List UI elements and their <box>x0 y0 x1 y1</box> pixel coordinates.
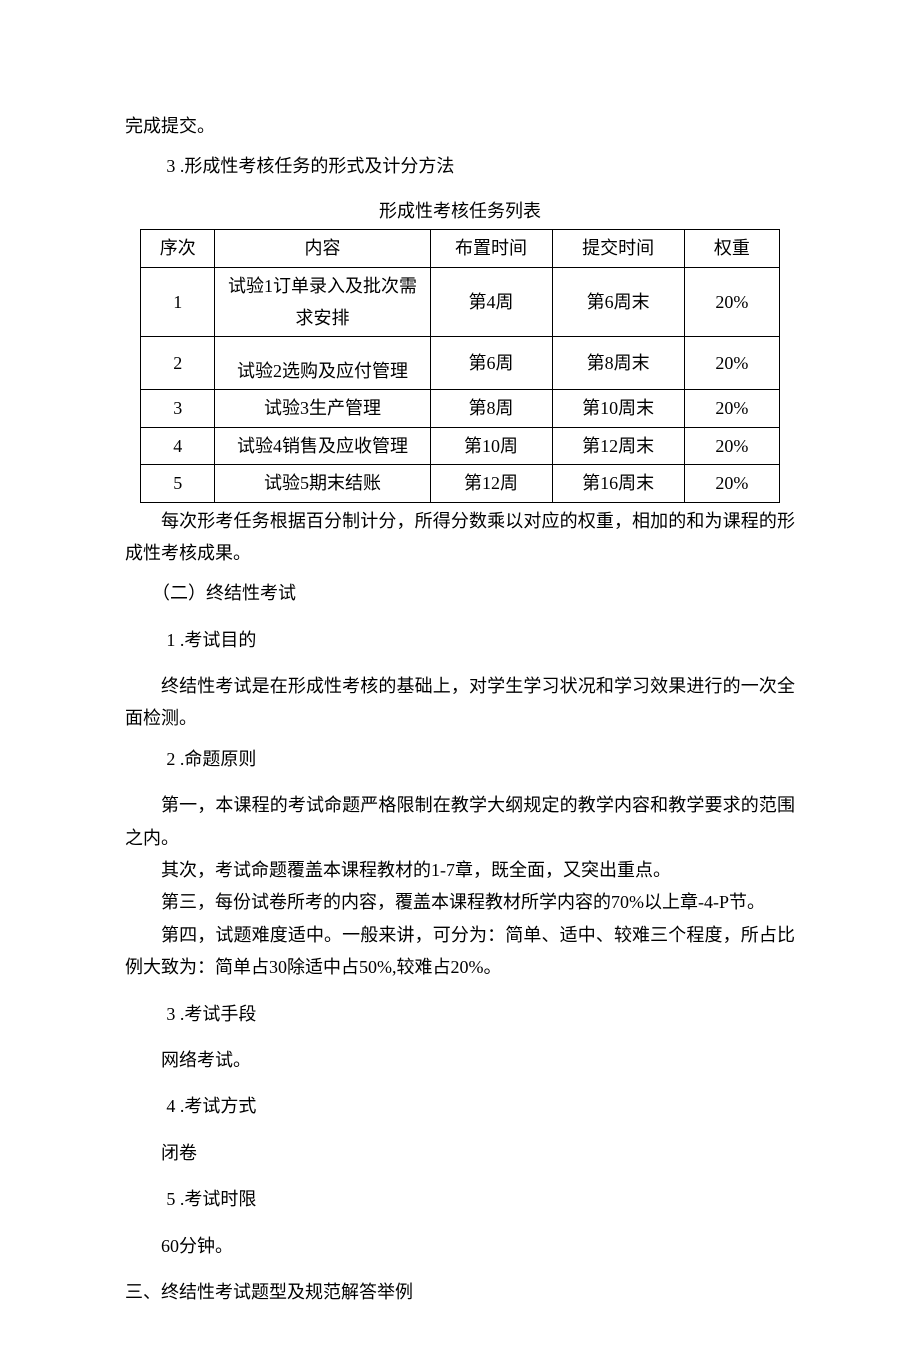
cell-content: 试验5期末结账 <box>215 465 430 502</box>
item-3-heading: 3 .形成性考核任务的形式及计分方法 <box>125 150 795 182</box>
table-row: 2 试验2选购及应付管理 第6周 第8周末 20% <box>141 337 780 390</box>
cell-seq: 3 <box>141 390 215 427</box>
cell-content: 试验2选购及应付管理 <box>215 337 430 390</box>
table-row: 4 试验4销售及应收管理 第10周 第12周末 20% <box>141 427 780 464</box>
sec2-4-label: 4 .考试方式 <box>125 1090 795 1122</box>
cell-assign: 第4周 <box>430 267 552 337</box>
table-header-row: 序次 内容 布置时间 提交时间 权重 <box>141 230 780 267</box>
section-3-title: 三、终结性考试题型及规范解答举例 <box>125 1276 795 1308</box>
cell-seq: 2 <box>141 337 215 390</box>
cell-submit: 第16周末 <box>552 465 684 502</box>
table-row: 1 试验1订单录入及批次需求安排 第4周 第6周末 20% <box>141 267 780 337</box>
cell-seq: 1 <box>141 267 215 337</box>
sec2-2-p2: 其次，考试命题覆盖本课程教材的1-7章，既全面，又突出重点。 <box>125 854 795 886</box>
para-after-table: 每次形考任务根据百分制计分，所得分数乘以对应的权重，相加的和为课程的形成性考核成… <box>125 505 795 570</box>
th-content: 内容 <box>215 230 430 267</box>
sec2-5-label: 5 .考试时限 <box>125 1183 795 1215</box>
cell-weight: 20% <box>684 390 779 427</box>
cell-content: 试验4销售及应收管理 <box>215 427 430 464</box>
cell-weight: 20% <box>684 267 779 337</box>
table-row: 5 试验5期末结账 第12周 第16周末 20% <box>141 465 780 502</box>
sec2-1-label: 1 .考试目的 <box>125 624 795 656</box>
cell-content: 试验1订单录入及批次需求安排 <box>215 267 430 337</box>
cell-submit: 第10周末 <box>552 390 684 427</box>
cell-seq: 5 <box>141 465 215 502</box>
cell-submit: 第12周末 <box>552 427 684 464</box>
cell-assign: 第12周 <box>430 465 552 502</box>
table-caption: 形成性考核任务列表 <box>125 195 795 227</box>
sec2-2-p4: 第四，试题难度适中。一般来讲，可分为：简单、适中、较难三个程度，所占比例大致为：… <box>125 919 795 984</box>
sec2-5-text: 60分钟。 <box>125 1230 795 1262</box>
sec2-2-p3: 第三，每份试卷所考的内容，覆盖本课程教材所学内容的70%以上章-4-P节。 <box>125 886 795 918</box>
th-weight: 权重 <box>684 230 779 267</box>
cell-content: 试验3生产管理 <box>215 390 430 427</box>
cell-assign: 第10周 <box>430 427 552 464</box>
th-submit: 提交时间 <box>552 230 684 267</box>
th-seq: 序次 <box>141 230 215 267</box>
sec2-4-text: 闭卷 <box>125 1137 795 1169</box>
sec2-2-p1: 第一，本课程的考试命题严格限制在教学大纲规定的教学内容和教学要求的范围之内。 <box>125 789 795 854</box>
th-assign: 布置时间 <box>430 230 552 267</box>
cell-assign: 第6周 <box>430 337 552 390</box>
cell-assign: 第8周 <box>430 390 552 427</box>
sec2-3-text: 网络考试。 <box>125 1044 795 1076</box>
cell-weight: 20% <box>684 337 779 390</box>
cell-weight: 20% <box>684 427 779 464</box>
section-2-title: （二）终结性考试 <box>125 577 795 609</box>
task-table: 序次 内容 布置时间 提交时间 权重 1 试验1订单录入及批次需求安排 第4周 … <box>140 229 780 502</box>
cell-submit: 第8周末 <box>552 337 684 390</box>
sec2-3-label: 3 .考试手段 <box>125 998 795 1030</box>
cell-weight: 20% <box>684 465 779 502</box>
table-row: 3 试验3生产管理 第8周 第10周末 20% <box>141 390 780 427</box>
cell-seq: 4 <box>141 427 215 464</box>
sec2-2-label: 2 .命题原则 <box>125 743 795 775</box>
opening-line: 完成提交。 <box>125 110 795 142</box>
cell-submit: 第6周末 <box>552 267 684 337</box>
sec2-1-text: 终结性考试是在形成性考核的基础上，对学生学习状况和学习效果进行的一次全面检测。 <box>125 670 795 735</box>
